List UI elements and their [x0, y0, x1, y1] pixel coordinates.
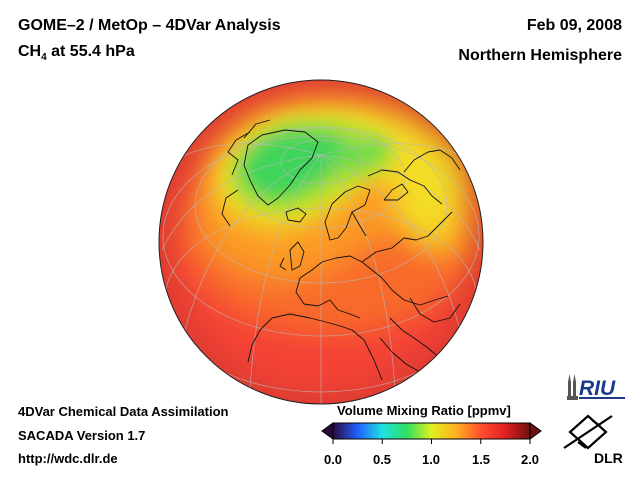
dlr-logo-icon: [563, 414, 613, 450]
scandinavia-coast: [324, 185, 371, 241]
colorbar-tick-label: 0.5: [372, 452, 392, 467]
species-label: CH4 at 55.4 hPa: [18, 43, 135, 63]
date-label: Feb 09, 2008: [526, 17, 622, 34]
africa-coast: [247, 313, 383, 381]
pressure-level: at 55.4 hPa: [46, 43, 135, 60]
region-label: Northern Hemisphere: [458, 47, 622, 64]
colorbar-over-triangle: [529, 422, 542, 440]
footer-line-1: 4DVar Chemical Data Assimilation: [18, 404, 229, 419]
canadian-arctic-coast: [221, 119, 271, 227]
iceland-coast: [285, 207, 307, 223]
colorbar: [321, 422, 542, 444]
footer-line-2: SACADA Version 1.7: [18, 428, 146, 443]
title: GOME–2 / MetOp – 4DVar Analysis: [18, 17, 281, 34]
colorbar-tick-label: 2.0: [520, 452, 540, 467]
species-base: CH: [18, 43, 42, 60]
middle-east-coast: [389, 297, 461, 361]
riu-logo: RIU: [567, 374, 625, 400]
siberia-coast: [367, 149, 461, 205]
colorbar-tick-label: 1.0: [421, 452, 441, 467]
greenland-coast: [243, 129, 319, 206]
arabia-coast: [379, 337, 421, 373]
coastlines: [221, 119, 461, 381]
colorbar-ticks: [332, 439, 531, 444]
colorbar-tick-label: 1.5: [471, 452, 491, 467]
europe-coast: [295, 211, 453, 319]
british-isles-coast: [279, 241, 305, 271]
species-subscript: 4: [41, 52, 47, 64]
riu-text: RIU: [579, 377, 616, 400]
colorbar-title: Volume Mixing Ratio [ppmv]: [337, 403, 511, 418]
footer-url[interactable]: http://wdc.dlr.de: [18, 451, 118, 466]
novaya-zemlya-coast: [383, 183, 409, 201]
colorbar-under-triangle: [321, 422, 334, 440]
dlr-text: DLR: [594, 450, 623, 466]
colorbar-tick-label: 0.0: [323, 452, 343, 467]
cathedral-icon: [567, 374, 578, 400]
globe: [159, 80, 483, 404]
colorbar-bar: [332, 422, 531, 440]
